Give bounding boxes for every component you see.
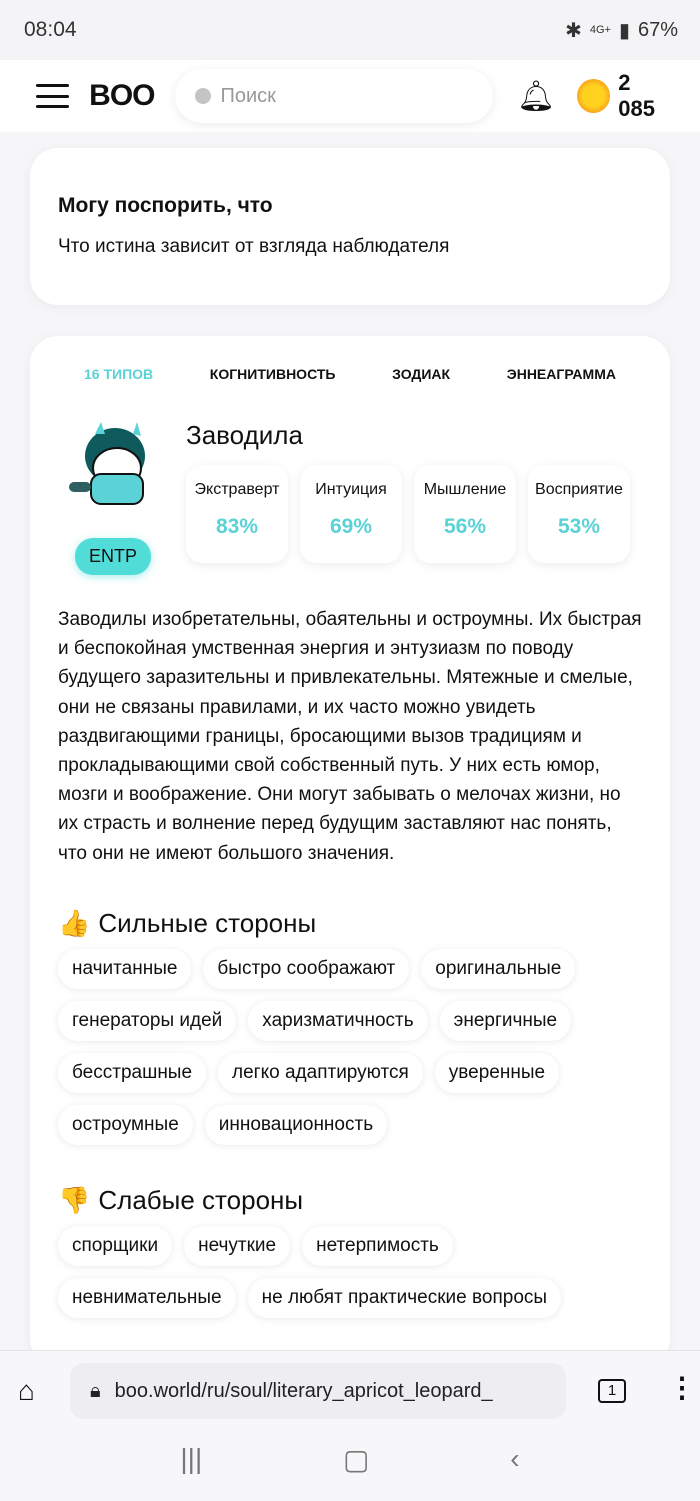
signal-icon: ▮ bbox=[618, 19, 630, 42]
clock: 08:04 bbox=[24, 18, 77, 41]
more-menu-icon[interactable]: ⋮ bbox=[668, 1372, 696, 1403]
home-icon[interactable]: ⌂ bbox=[18, 1375, 35, 1406]
trait-chip: уверенные bbox=[434, 1052, 560, 1093]
coin-icon bbox=[577, 79, 611, 113]
tab-16-types[interactable]: 16 ТИПОВ bbox=[84, 366, 154, 382]
bell-icon[interactable]: 🔔︎ bbox=[517, 79, 556, 113]
network-label: 4G+ bbox=[589, 24, 611, 36]
url-text: boo.world/ru/soul/literary_apricot_leopa… bbox=[114, 1379, 493, 1402]
stat-thinking: Мышление 56% bbox=[414, 465, 516, 563]
type-code-badge[interactable]: ENTP bbox=[74, 538, 151, 575]
trait-chip: нечуткие bbox=[184, 1225, 291, 1266]
strengths-heading: 👍 Сильные стороны bbox=[58, 907, 317, 938]
search-icon bbox=[194, 88, 211, 104]
strengths-list: начитанные быстро соображают оригинальные г… bbox=[58, 948, 642, 1145]
thumbs-up-icon: 👍 bbox=[58, 907, 91, 938]
home-button-icon[interactable]: ▢ bbox=[343, 1444, 370, 1475]
trait-chip: остроумные bbox=[58, 1104, 193, 1145]
mascot-avatar bbox=[69, 422, 145, 505]
trait-chip: нетерпимость bbox=[302, 1225, 453, 1266]
lock-icon[interactable]: 🔒︎ bbox=[90, 1379, 101, 1402]
battery-level: 67% bbox=[637, 18, 678, 41]
trait-chip: спорщики bbox=[58, 1225, 173, 1266]
trait-chip: оригинальные bbox=[421, 948, 576, 989]
tab-cognitive[interactable]: КОГНИТИВНОСТЬ bbox=[209, 366, 336, 382]
trait-chip: бесстрашные bbox=[58, 1052, 207, 1093]
address-bar[interactable]: 🔒︎ boo.world/ru/soul/literary_apricot_leo… bbox=[70, 1363, 566, 1419]
bet-card: Могу поспорить, что Что истина зависит о… bbox=[30, 148, 670, 305]
weaknesses-heading: 👎 Слабые стороны bbox=[58, 1184, 304, 1215]
recent-apps-icon[interactable]: ||| bbox=[180, 1443, 203, 1474]
bet-title: Могу поспорить, что bbox=[58, 194, 273, 217]
bluetooth-icon: ✱ bbox=[565, 19, 582, 42]
tabs-button[interactable]: 1 bbox=[598, 1379, 626, 1403]
app-header: BOO Поиск 🔔︎ 2 085 bbox=[0, 60, 700, 132]
stat-extravert: Экстраверт 83% bbox=[186, 465, 288, 563]
trait-chip: энергичные bbox=[439, 1000, 572, 1041]
type-tabs: 16 ТИПОВ КОГНИТИВНОСТЬ ЗОДИАК ЭННЕАГРАММ… bbox=[58, 366, 642, 382]
coin-balance[interactable]: 2 085 bbox=[618, 70, 656, 121]
weaknesses-list: спорщики нечуткие нетерпимость невнимательн… bbox=[58, 1225, 642, 1318]
bet-text: Что истина зависит от взгляда наблюдател… bbox=[58, 236, 450, 257]
type-description: Заводилы изобретательны, обаятельны и ос… bbox=[58, 609, 642, 864]
browser-bar: ⌂ 🔒︎ boo.world/ru/soul/literary_apricot_l… bbox=[0, 1350, 700, 1501]
trait-chip: быстро соображают bbox=[203, 948, 410, 989]
trait-chip: не любят практические вопросы bbox=[247, 1277, 562, 1318]
type-name: Заводила bbox=[186, 420, 303, 450]
personality-card: 16 ТИПОВ КОГНИТИВНОСТЬ ЗОДИАК ЭННЕАГРАММ… bbox=[30, 336, 670, 1366]
tab-enneagram[interactable]: ЭННЕАГРАММА bbox=[506, 366, 616, 382]
trait-chip: харизматичность bbox=[248, 1000, 428, 1041]
thumbs-down-icon: 👎 bbox=[58, 1184, 91, 1215]
stat-intuition: Интуиция 69% bbox=[300, 465, 402, 563]
trait-chip: невнимательные bbox=[58, 1277, 236, 1318]
tab-zodiac[interactable]: ЗОДИАК bbox=[392, 366, 451, 382]
trait-chip: инновационность bbox=[204, 1104, 388, 1145]
trait-chip: генераторы идей bbox=[58, 1000, 237, 1041]
menu-icon[interactable] bbox=[36, 84, 70, 108]
stat-perceiving: Восприятие 53% bbox=[528, 465, 630, 563]
search-input[interactable]: Поиск bbox=[174, 69, 494, 123]
logo[interactable]: BOO bbox=[89, 79, 155, 112]
system-nav: ||| ▢ ‹ bbox=[0, 1443, 700, 1476]
trait-chip: легко адаптируются bbox=[218, 1052, 423, 1093]
trait-chip: начитанные bbox=[58, 948, 192, 989]
status-bar: 08:04 ✱ 4G+ ▮ 67% bbox=[0, 0, 700, 60]
search-placeholder: Поиск bbox=[220, 84, 276, 107]
back-icon[interactable]: ‹ bbox=[510, 1443, 520, 1474]
